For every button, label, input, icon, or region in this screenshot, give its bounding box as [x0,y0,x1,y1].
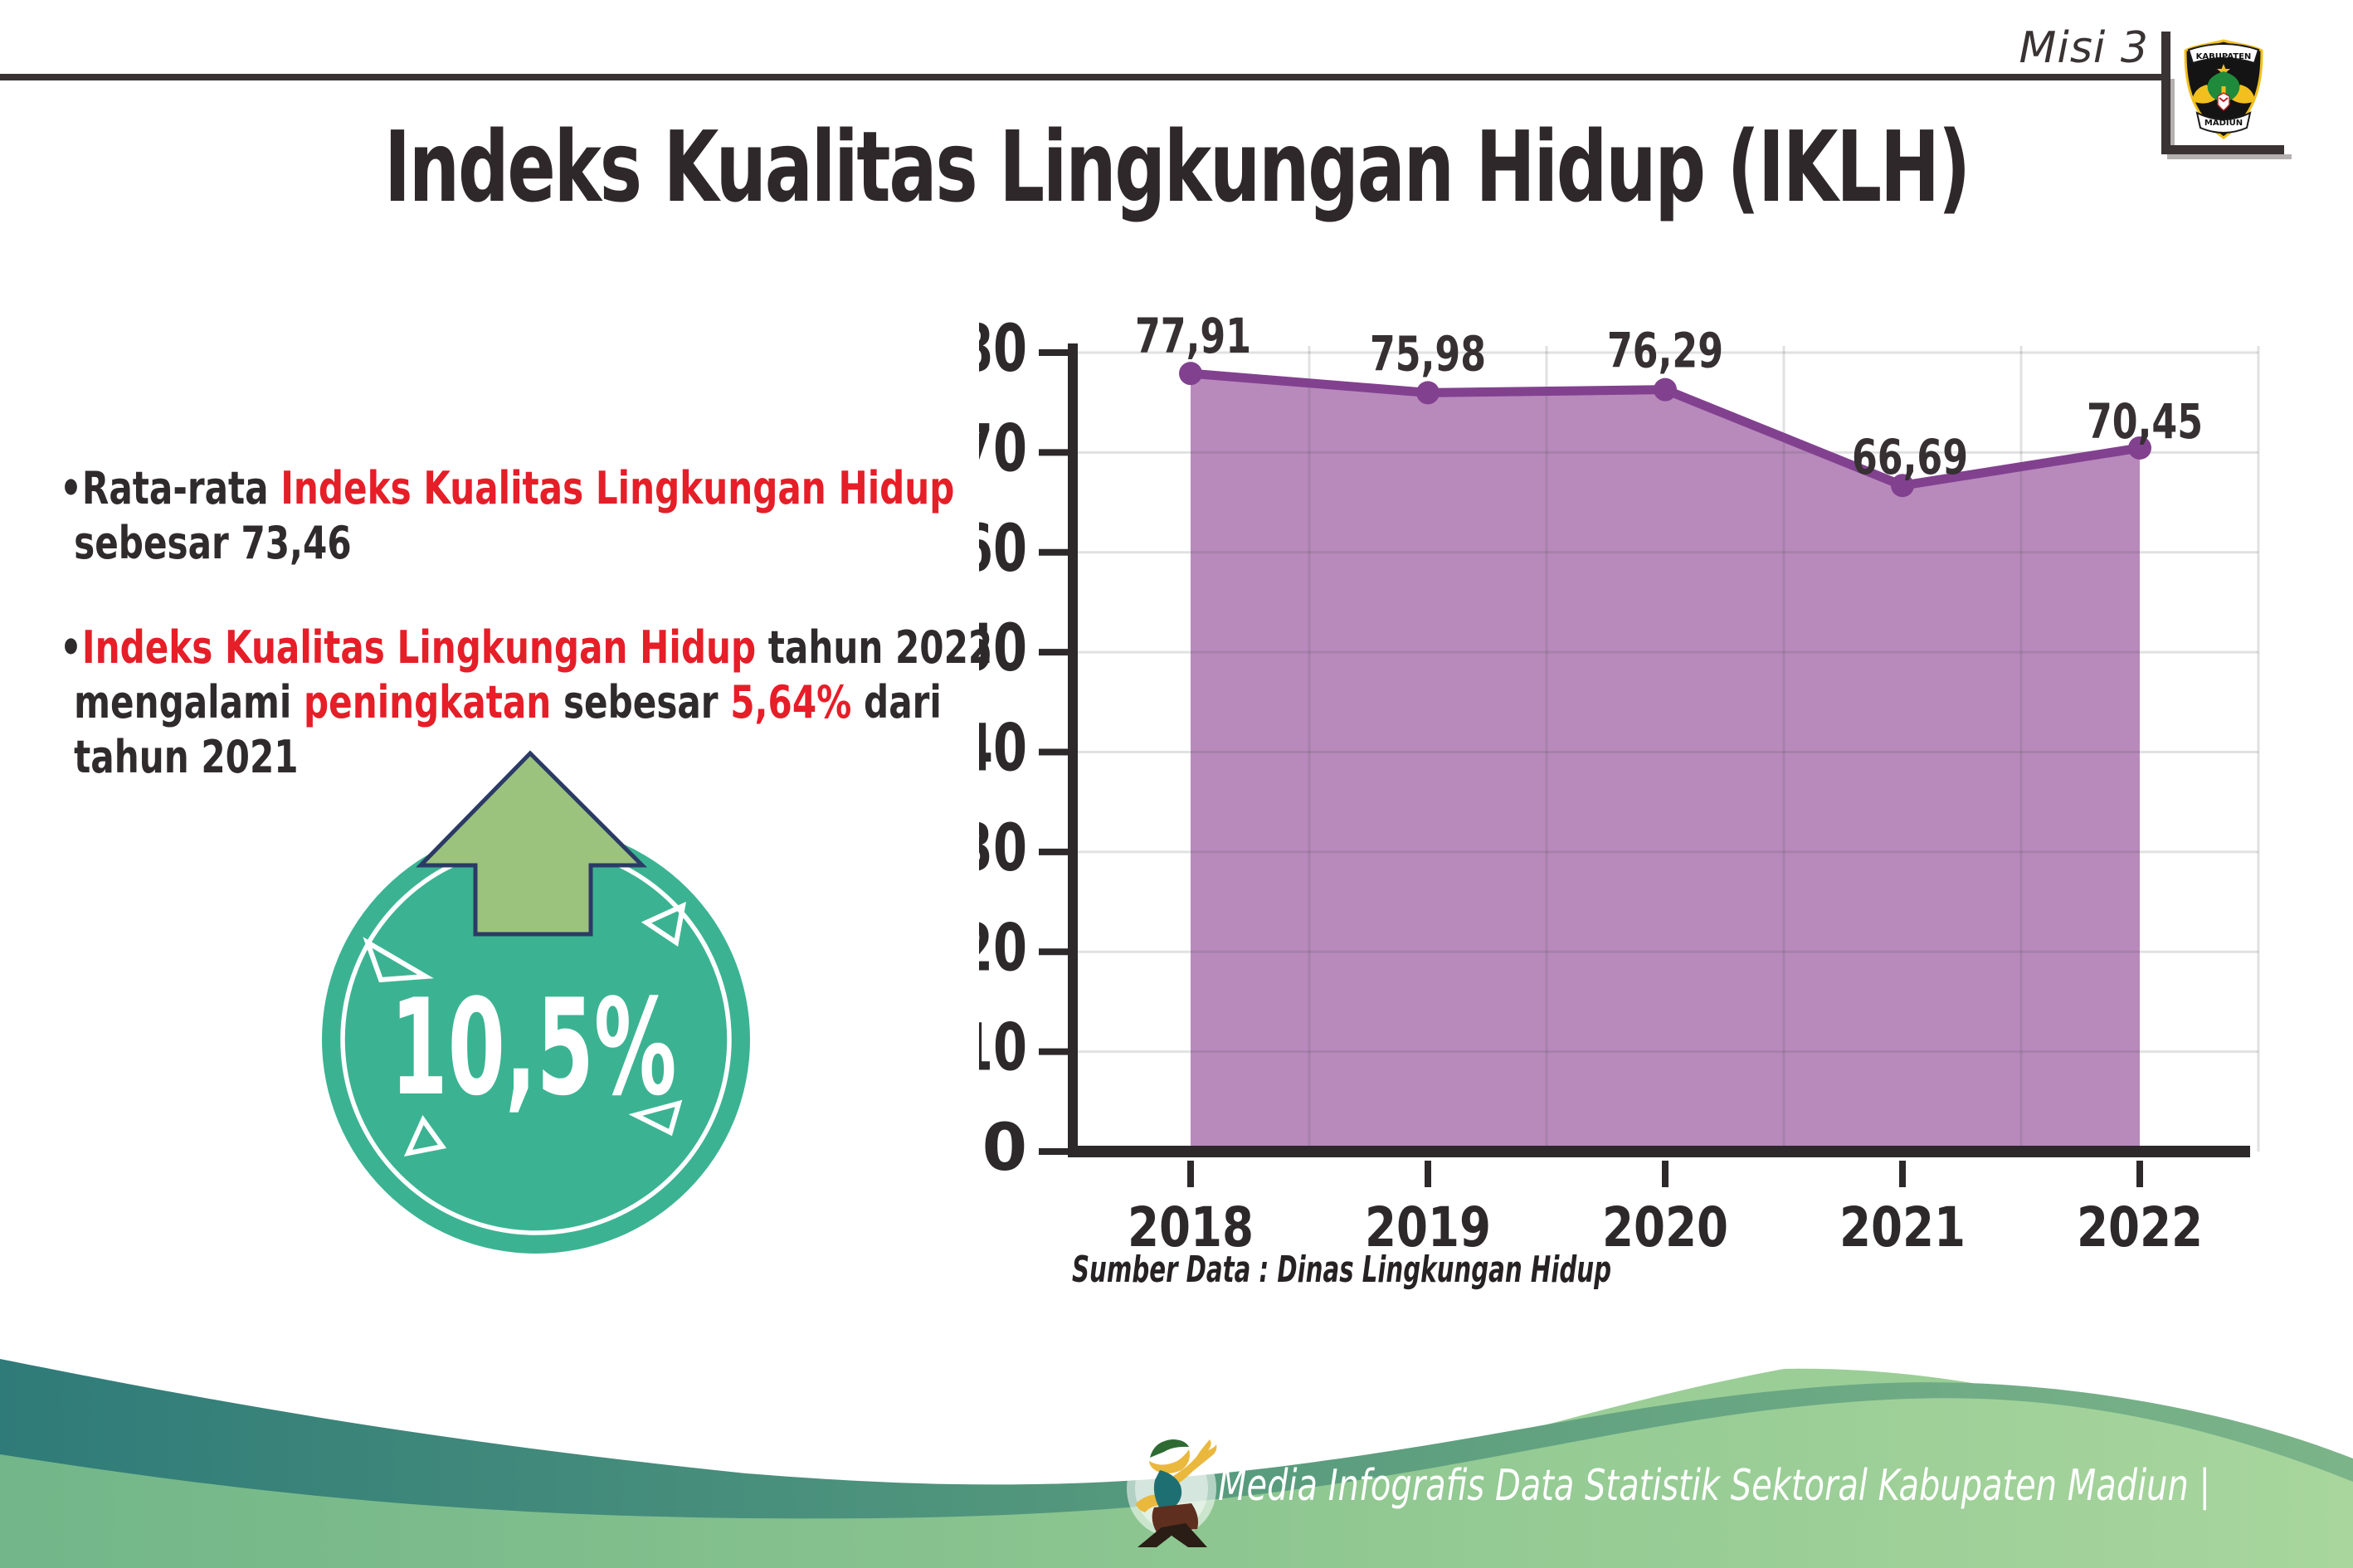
y-axis-label: 10 [979,1011,1027,1086]
footer-caption: Media Infografis Data Statistik Sektoral… [1218,1461,2210,1511]
up-arrow-icon [416,750,648,937]
logo-frame-vertical [2161,32,2170,154]
bullet-segment: Rata-rata [81,462,281,514]
bullet-line: •Indeks Kualitas Lingkungan Hidup tahun … [60,621,1030,675]
chart-area-fill [1191,373,2140,1152]
x-tick [1187,1161,1194,1187]
wave-light [0,1398,2353,1568]
bullet-segment: 5,64% [730,676,852,728]
chart-point [1179,362,1202,386]
y-tick [1039,649,1069,656]
chart-value-label: 77,91 [1135,315,1251,364]
bullet-segment: tahun 2022 [756,621,993,674]
bullet-line: •Rata-rata Indeks Kualitas Lingkungan Hi… [60,461,1030,516]
bullet-segment: Indeks Kualitas Lingkungan Hidup [81,621,757,674]
x-axis-label: 2021 [1839,1195,1966,1259]
y-axis-label: 40 [979,712,1027,786]
footer-wave: Media Infografis Data Statistik Sektoral… [0,1359,2353,1568]
y-axis-label: 30 [979,811,1027,886]
logo-top-text: KABUPATEN [2196,52,2252,61]
summary-bullets: •Rata-rata Indeks Kualitas Lingkungan Hi… [60,461,1030,785]
logo-frame-vertical-shadow [2170,79,2175,154]
bullet-segment: sebesar [551,676,731,728]
y-tick [1039,449,1069,456]
x-axis-label: 2020 [1602,1195,1728,1259]
y-tick [1039,948,1069,956]
y-axis-label: 50 [979,611,1027,686]
x-axis-label: 2019 [1365,1195,1491,1259]
misi-label: Misi 3 [2019,23,2149,73]
y-tick [1039,1048,1069,1055]
x-axis-label: 2022 [2077,1195,2203,1259]
increase-badge: 10,5% [322,750,750,1254]
y-axis-label: 0 [982,1111,1027,1186]
badge-circle [322,825,750,1254]
x-tick [1899,1161,1906,1187]
badge-decor-triangle [628,1099,683,1137]
chart-point [1416,381,1440,405]
kabupaten-madiun-logo: KABUPATEN MADIUN [2184,39,2263,139]
page-title: Indeks Kualitas Lingkungan Hidup (IKLH) [383,110,1971,224]
chart-point [1891,474,1914,498]
bullet-segment: • [60,621,82,674]
bullet-line: tahun 2021 [60,730,1030,785]
bullet-segment: sebesar 73,46 [74,517,352,569]
bullet-segment: peningkatan [304,676,552,728]
y-axis-label: 70 [979,411,1027,486]
logo-top-banner [2187,43,2260,65]
logo-frame-horizontal-shadow [2167,154,2292,159]
x-tick [2136,1161,2143,1187]
y-tick [1039,349,1069,356]
bullet-segment: Indeks Kualitas Lingkungan Hidup [280,462,955,514]
y-axis-line [1068,343,1078,1157]
x-tick [1425,1161,1431,1187]
y-axis-label: 20 [979,911,1027,986]
x-axis-label: 2018 [1128,1195,1254,1259]
bullet-segment: dari [851,676,942,728]
chart-point [1654,377,1677,402]
bullet-segment: tahun 2021 [74,731,299,783]
chart-value-label: 75,98 [1370,325,1486,382]
y-tick [1039,848,1069,855]
bullet-line: mengalami peningkatan sebesar 5,64% dari [60,675,1030,730]
header-rule [0,74,2167,80]
y-axis-label: 80 [979,315,1027,387]
chart-value-label: 70,45 [2087,393,2203,450]
bullet-item: •Rata-rata Indeks Kualitas Lingkungan Hi… [60,461,1030,571]
logo-bottom-text: MADIUN [2204,119,2243,128]
logo-bottom-banner [2195,111,2252,134]
badge-decor-triangle [363,937,434,983]
x-axis-line [1068,1146,2250,1157]
logo-inner-shield-chevron [2219,97,2229,103]
y-tick [1039,1148,1069,1155]
iklh-area-chart: 77,91 75,98 76,29 66,69 70,45 0 10 20 30 40 50 60 70… [979,315,2260,1291]
chart-source-note: Sumber Data : Dinas Lingkungan Hidup [1072,1249,1611,1291]
badge-decor-triangle [403,1115,447,1157]
logo-frame-horizontal [2161,145,2284,154]
x-tick [1662,1161,1669,1187]
mascot-icon [1127,1439,1217,1547]
bullet-segment: • [60,462,82,514]
chart-value-label: 76,29 [1607,323,1723,379]
bullet-line: sebesar 73,46 [60,516,1030,571]
chart-point [2128,436,2151,460]
chart-value-label: 66,69 [1852,429,1968,485]
y-tick [1039,748,1069,756]
badge-decor-triangle [641,901,686,947]
y-axis-label: 60 [979,512,1027,587]
bullet-segment: mengalami [74,676,304,728]
badge-value: 10,5% [391,970,677,1125]
y-tick [1039,548,1069,556]
bullet-item: •Indeks Kualitas Lingkungan Hidup tahun … [60,621,1030,785]
